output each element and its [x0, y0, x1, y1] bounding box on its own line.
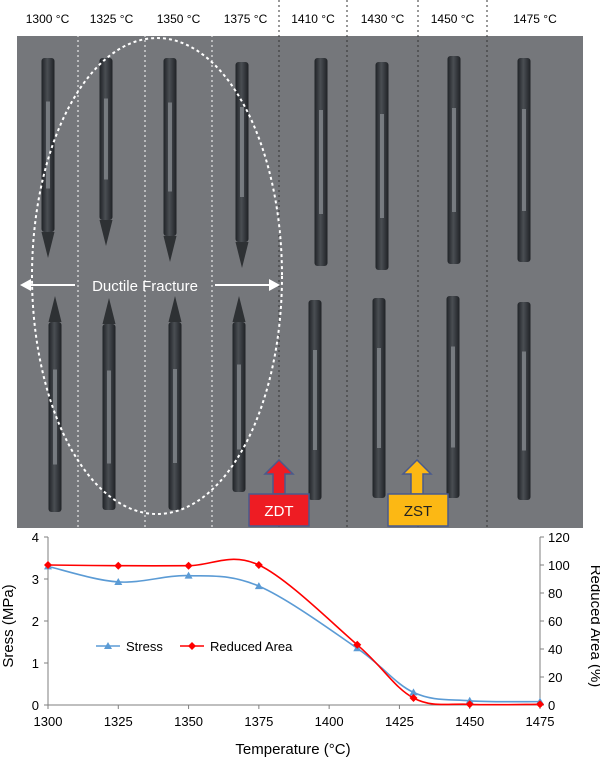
reduced-area-point	[114, 561, 123, 570]
stress-point	[114, 577, 123, 585]
temperature-label: 1430 °C	[361, 12, 405, 26]
specimen	[372, 298, 386, 498]
x-tick-label: 1400	[315, 714, 344, 729]
x-tick-label: 1350	[174, 714, 203, 729]
specimen	[163, 58, 177, 262]
zst-marker: ZST	[387, 458, 449, 527]
zst-label: ZST	[404, 503, 432, 520]
specimen-photo-panel: 1300 °C 1325 °C 1350 °C 1375 °C 1410 °C 1430 …	[17, 0, 583, 528]
tick-labels: 1300 1325 1350 1375 1400 1425 1450 147501234020…	[32, 530, 570, 729]
y-tick-label: 3	[32, 572, 39, 587]
temperature-label: 1410 °C	[291, 12, 335, 26]
specimen	[168, 296, 182, 510]
x-tick-label: 1375	[244, 714, 273, 729]
specimen	[446, 296, 460, 498]
reduced-area-point	[44, 561, 52, 569]
stress-point	[465, 696, 474, 704]
column-dividers	[77, 0, 488, 528]
specimen	[375, 62, 389, 270]
reduced-area-point	[353, 640, 362, 649]
zdt-label: ZDT	[264, 503, 293, 520]
stress-reduced-area-chart: 1300 1325 1350 1375 1400 1425 1450 1475 0 1 2 3 4 0 20…	[0, 528, 600, 761]
specimen	[517, 58, 531, 262]
series-markers	[44, 561, 544, 709]
specimen	[517, 302, 531, 500]
x-tick-label: 1475	[526, 714, 555, 729]
specimen	[235, 62, 249, 268]
y-tick-label: 0	[32, 698, 39, 713]
x-tick-label: 1325	[104, 714, 133, 729]
reduced-area-point	[184, 561, 193, 570]
specimen	[48, 296, 62, 512]
stress-point	[184, 571, 193, 579]
specimen	[308, 300, 322, 500]
ductile-arrowhead-left-icon	[20, 279, 31, 291]
zdt-marker: ZDT	[248, 458, 310, 527]
y2-tick-label: 0	[548, 698, 555, 713]
y2-tick-label: 80	[548, 586, 562, 601]
specimen	[447, 56, 461, 264]
reduced-area-point	[254, 561, 263, 569]
temperature-label: 1375 °C	[224, 12, 268, 26]
specimen-photo: 1300 °C 1325 °C 1350 °C 1375 °C 1410 °C 1430 …	[17, 0, 583, 528]
stress-point	[409, 688, 418, 696]
y-tick-label: 1	[32, 656, 39, 671]
y2-tick-label: 40	[548, 642, 562, 657]
specimen	[232, 296, 246, 492]
stress-point	[254, 582, 263, 590]
temperature-label: 1325 °C	[90, 12, 134, 26]
legend-label: Stress	[126, 639, 163, 654]
x-tick-label: 1450	[455, 714, 484, 729]
ductile-arrowhead-right-icon	[269, 279, 280, 291]
reduced-area-point	[465, 700, 474, 709]
y2-tick-label: 120	[548, 530, 570, 545]
y-tick-label: 2	[32, 614, 39, 629]
y2-tick-label: 60	[548, 614, 562, 629]
reduced-area-line	[47, 558, 541, 706]
x-tick-label: 1300	[34, 714, 63, 729]
temperature-label: 1350 °C	[157, 12, 201, 26]
y2-tick-label: 100	[548, 558, 570, 573]
specimens	[41, 56, 531, 512]
zdt-box	[248, 493, 310, 527]
photo-header-strip	[17, 0, 583, 36]
y2-tick-label: 20	[548, 670, 562, 685]
temperature-label: 1450 °C	[431, 12, 475, 26]
reduced-area-point	[409, 694, 418, 702]
ductile-fracture-label: Ductile Fracture	[92, 278, 198, 295]
temperature-label: 1475 °C	[513, 12, 557, 26]
legend-swatch-marker	[188, 642, 196, 650]
chart-svg: 1300 1325 1350 1375 1400 1425 1450 147501234020…	[0, 530, 600, 758]
ductile-region-ellipse	[31, 37, 283, 515]
ductile-label-group: Ductile Fracture	[20, 278, 280, 295]
temperature-label: 1300 °C	[26, 12, 70, 26]
y2-axis-label: Reduced Area (%)	[587, 565, 600, 688]
y-axis-label: Sress (MPa)	[0, 584, 17, 667]
specimen	[99, 58, 113, 246]
reduced-area-point	[536, 700, 544, 709]
chart-legend: Stress Reduced Area	[96, 639, 293, 654]
series-lines	[47, 558, 541, 706]
zst-box	[387, 493, 449, 527]
specimen	[102, 298, 116, 510]
specimen	[41, 58, 55, 258]
stress-line	[47, 565, 541, 703]
x-tick-label: 1425	[385, 714, 414, 729]
x-axis-label: Temperature (°C)	[235, 741, 350, 758]
specimen	[314, 58, 328, 266]
y-tick-label: 4	[32, 530, 39, 545]
legend-swatch-marker	[104, 642, 112, 649]
temperature-labels: 1300 °C 1325 °C 1350 °C 1375 °C 1410 °C 1430 …	[26, 12, 557, 26]
legend-label: Reduced Area	[210, 639, 293, 654]
